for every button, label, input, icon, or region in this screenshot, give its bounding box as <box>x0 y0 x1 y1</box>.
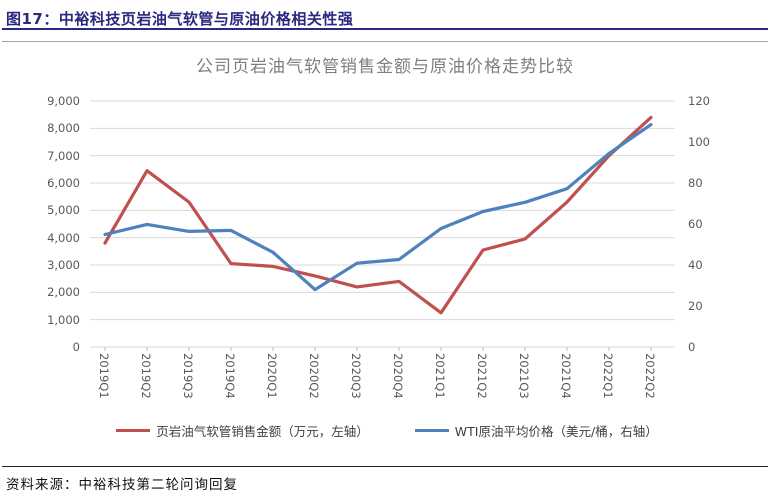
legend-line-swatch <box>414 429 449 432</box>
left-axis-tick-label: 2,000 <box>47 285 80 300</box>
series-line-wti <box>103 123 653 292</box>
x-axis-tick-label: 2019Q2 <box>139 353 153 399</box>
x-axis-tick-label: 2020Q2 <box>307 353 321 399</box>
left-axis-tick-label: 9,000 <box>47 94 80 108</box>
x-axis-tick-label: 2022Q1 <box>601 353 615 399</box>
source-note: 资料来源：中裕科技第二轮问询回复 <box>6 477 238 493</box>
legend-item-sales: 页岩油气软管销售金额（万元，左轴） <box>116 421 369 440</box>
left-axis-tick-label: 5,000 <box>47 203 80 218</box>
plot-area <box>90 100 675 351</box>
footer-divider <box>2 466 768 467</box>
legend-line-swatch <box>116 429 151 432</box>
left-axis-tick-label: 7,000 <box>47 148 80 163</box>
series-line-sales <box>103 115 653 315</box>
x-axis-tick-label: 2019Q4 <box>223 353 237 399</box>
legend-label: 页岩油气软管销售金额（万元，左轴） <box>156 424 369 439</box>
right-axis-tick-label: 20 <box>688 299 703 313</box>
x-axis-tick-label: 2021Q3 <box>517 353 531 399</box>
x-axis-tick-label: 2022Q2 <box>643 353 657 399</box>
figure-title: 图17：中裕科技页岩油气软管与原油价格相关性强 <box>6 10 354 28</box>
right-axis-tick-label: 0 <box>688 340 696 354</box>
right-axis-tick-label: 120 <box>688 94 710 108</box>
left-axis-tick-label: 3,000 <box>47 258 80 272</box>
x-axis-tick-label: 2021Q2 <box>475 353 489 399</box>
x-axis-tick-label: 2019Q1 <box>97 353 111 399</box>
x-axis-tick-label: 2020Q1 <box>265 353 279 399</box>
chart-canvas <box>90 100 675 351</box>
x-axis-tick-label: 2020Q3 <box>349 353 363 399</box>
left-axis-tick-label: 6,000 <box>47 176 80 190</box>
x-axis-tick-label: 2020Q4 <box>391 353 405 399</box>
right-axis-tick-label: 100 <box>688 135 710 149</box>
left-axis-tick-label: 0 <box>72 340 80 354</box>
left-axis-tick-label: 8,000 <box>47 121 80 136</box>
x-axis-tick-label: 2021Q4 <box>559 353 573 399</box>
chart-legend: 页岩油气软管销售金额（万元，左轴） WTI原油平均价格（美元/桶，右轴） <box>0 421 774 440</box>
right-axis-tick-label: 60 <box>688 217 703 231</box>
x-axis-tick-label: 2019Q3 <box>181 353 195 399</box>
title-underline <box>2 28 768 30</box>
left-axis-tick-label: 4,000 <box>47 230 80 245</box>
right-axis-tick-label: 40 <box>688 258 703 272</box>
x-axis-tick-label: 2021Q1 <box>433 353 447 399</box>
chart-title: 公司页岩油气软管销售金额与原油价格走势比较 <box>196 57 574 77</box>
legend-item-wti: WTI原油平均价格（美元/桶，右轴） <box>414 421 658 440</box>
right-axis-tick-label: 80 <box>688 176 703 190</box>
left-axis-tick-label: 1,000 <box>47 312 80 327</box>
legend-label: WTI原油平均价格（美元/桶，右轴） <box>454 424 658 439</box>
figure-top-divider <box>2 41 768 42</box>
